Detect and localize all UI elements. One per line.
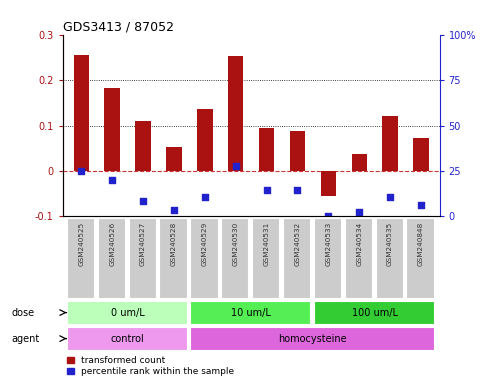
Bar — [413, 138, 429, 171]
Point — [355, 209, 363, 215]
FancyBboxPatch shape — [314, 301, 434, 324]
FancyBboxPatch shape — [252, 218, 279, 298]
Bar — [166, 147, 182, 171]
FancyBboxPatch shape — [345, 218, 372, 298]
FancyBboxPatch shape — [128, 218, 156, 298]
Bar — [104, 88, 120, 171]
Text: 0 um/L: 0 um/L — [111, 308, 144, 318]
Bar — [383, 116, 398, 171]
Bar — [321, 171, 336, 196]
Text: GSM240527: GSM240527 — [140, 222, 146, 266]
FancyBboxPatch shape — [221, 218, 248, 298]
Text: GSM240535: GSM240535 — [387, 222, 393, 266]
FancyBboxPatch shape — [314, 218, 341, 298]
Text: GSM240531: GSM240531 — [264, 222, 270, 266]
Bar — [228, 56, 243, 171]
Text: GSM240534: GSM240534 — [356, 222, 362, 266]
Bar — [352, 154, 367, 171]
Point — [108, 177, 116, 183]
Text: dose: dose — [11, 308, 34, 318]
FancyBboxPatch shape — [190, 301, 310, 324]
Bar — [290, 131, 305, 171]
Text: GSM240526: GSM240526 — [109, 222, 115, 266]
Bar — [259, 128, 274, 171]
Text: GSM240532: GSM240532 — [295, 222, 300, 266]
Bar — [73, 55, 89, 171]
FancyBboxPatch shape — [67, 218, 94, 298]
Text: GSM240530: GSM240530 — [233, 222, 239, 266]
Text: GSM240848: GSM240848 — [418, 222, 424, 266]
Point — [139, 197, 147, 204]
Point — [263, 187, 270, 193]
Text: control: control — [111, 334, 144, 344]
Text: homocysteine: homocysteine — [279, 334, 347, 344]
FancyBboxPatch shape — [190, 218, 217, 298]
FancyBboxPatch shape — [67, 301, 186, 324]
Text: GSM240528: GSM240528 — [171, 222, 177, 266]
Point — [294, 187, 301, 193]
Point — [417, 202, 425, 208]
FancyBboxPatch shape — [67, 327, 186, 350]
Point — [201, 194, 209, 200]
Bar — [197, 109, 213, 171]
Point — [232, 162, 240, 169]
Point — [170, 207, 178, 213]
Text: GSM240533: GSM240533 — [326, 222, 331, 266]
Text: GSM240529: GSM240529 — [202, 222, 208, 266]
FancyBboxPatch shape — [376, 218, 403, 298]
Text: 10 um/L: 10 um/L — [231, 308, 271, 318]
Text: GDS3413 / 87052: GDS3413 / 87052 — [63, 20, 174, 33]
Point — [386, 194, 394, 200]
Text: 100 um/L: 100 um/L — [352, 308, 398, 318]
FancyBboxPatch shape — [159, 218, 186, 298]
Text: agent: agent — [11, 334, 40, 344]
Point — [77, 168, 85, 174]
Bar — [135, 121, 151, 171]
Text: GSM240525: GSM240525 — [78, 222, 85, 266]
FancyBboxPatch shape — [190, 327, 434, 350]
FancyBboxPatch shape — [283, 218, 310, 298]
Point — [325, 214, 332, 220]
FancyBboxPatch shape — [407, 218, 434, 298]
FancyBboxPatch shape — [98, 218, 125, 298]
Legend: transformed count, percentile rank within the sample: transformed count, percentile rank withi… — [67, 356, 234, 376]
